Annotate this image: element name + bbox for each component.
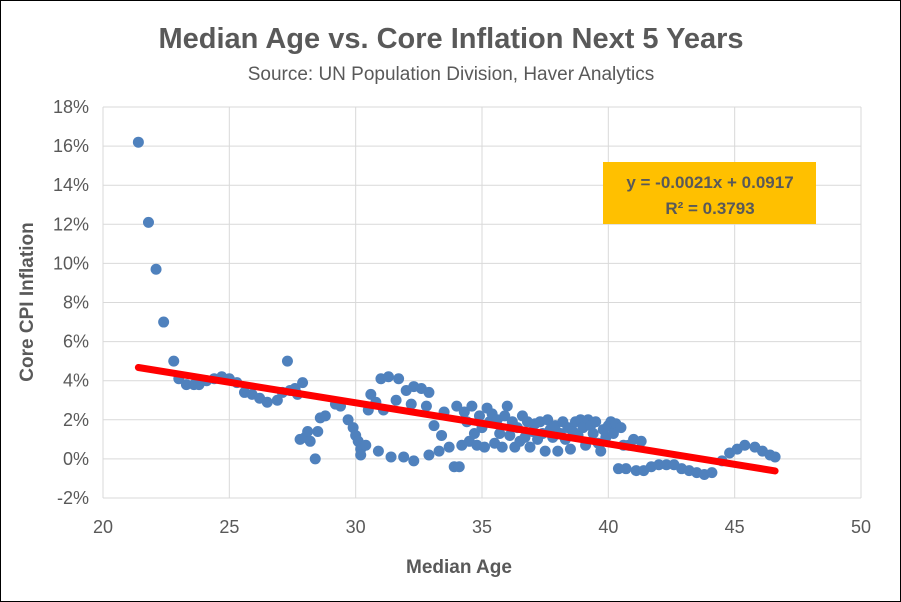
data-point — [398, 451, 410, 463]
data-point — [423, 449, 435, 461]
data-point — [360, 439, 372, 451]
data-point — [595, 445, 607, 457]
data-point — [473, 410, 485, 422]
r-squared-label: R² = 0.3793 — [665, 199, 754, 218]
data-point — [383, 371, 395, 383]
x-tick-label: 20 — [93, 517, 113, 537]
trendline-equation: y = -0.0021x + 0.0917 — [626, 173, 793, 192]
data-point — [552, 445, 564, 457]
data-point — [271, 394, 283, 406]
data-point — [612, 463, 624, 475]
data-point — [769, 451, 781, 463]
data-point — [519, 431, 531, 443]
x-tick-labels: 20 25 30 35 40 45 50 — [93, 517, 871, 537]
data-point — [319, 410, 331, 422]
data-point — [420, 400, 432, 412]
data-point — [428, 420, 440, 432]
data-point — [615, 422, 627, 434]
data-point — [158, 316, 170, 328]
data-point — [496, 441, 508, 453]
y-tick-label: 6% — [63, 332, 89, 352]
data-point — [501, 400, 513, 412]
y-tick-labels: -2% 0% 2% 4% 6% 8% 10% 12% 14% 16% 18% — [53, 97, 89, 508]
y-tick-label: 12% — [53, 214, 89, 234]
data-point — [132, 136, 144, 148]
data-point — [620, 463, 632, 475]
data-point — [408, 455, 420, 467]
x-tick-label: 45 — [725, 517, 745, 537]
data-point — [385, 451, 397, 463]
y-tick-label: -2% — [57, 488, 89, 508]
data-point — [297, 377, 309, 389]
chart-title: Median Age vs. Core Inflation Next 5 Yea… — [158, 23, 743, 55]
data-point — [423, 386, 435, 398]
data-point — [309, 453, 321, 465]
data-point — [499, 410, 511, 422]
data-point — [468, 427, 480, 439]
data-point — [630, 465, 642, 477]
data-point — [180, 379, 192, 391]
data-points — [132, 136, 781, 481]
data-point — [524, 441, 536, 453]
data-point — [653, 459, 665, 471]
data-point — [706, 467, 718, 479]
data-point — [739, 439, 751, 451]
data-point — [150, 263, 162, 275]
x-tick-label: 30 — [346, 517, 366, 537]
data-point — [504, 429, 516, 441]
x-tick-label: 50 — [851, 517, 871, 537]
data-point — [390, 394, 402, 406]
data-point — [302, 426, 314, 438]
data-point — [312, 426, 324, 438]
data-point — [355, 449, 367, 461]
y-tick-label: 4% — [63, 371, 89, 391]
data-point — [365, 388, 377, 400]
data-point — [342, 414, 354, 426]
trendline — [134, 363, 779, 475]
data-point — [453, 461, 465, 473]
y-tick-label: 16% — [53, 136, 89, 156]
data-point — [607, 427, 619, 439]
x-tick-label: 35 — [472, 517, 492, 537]
data-point — [479, 441, 491, 453]
data-point — [393, 373, 405, 385]
data-point — [168, 355, 180, 367]
y-tick-label: 14% — [53, 175, 89, 195]
data-point — [451, 400, 463, 412]
data-point — [436, 429, 448, 441]
data-point — [261, 396, 273, 408]
y-tick-label: 8% — [63, 293, 89, 313]
data-point — [494, 427, 506, 439]
gridlines — [102, 106, 862, 499]
data-point — [564, 443, 576, 455]
data-point — [405, 398, 417, 410]
data-point — [542, 414, 554, 426]
chart-subtitle: Source: UN Population Division, Haver An… — [248, 64, 655, 85]
x-axis-title: Median Age — [406, 557, 512, 578]
data-point — [372, 445, 384, 457]
data-point — [587, 427, 599, 439]
data-point — [660, 459, 672, 471]
equation-box — [603, 162, 816, 224]
data-point — [590, 416, 602, 428]
data-point — [466, 400, 478, 412]
x-tick-label: 40 — [598, 517, 618, 537]
data-point — [304, 435, 316, 447]
data-point — [433, 445, 445, 457]
data-point — [635, 435, 647, 447]
data-point — [142, 216, 154, 228]
y-tick-label: 0% — [63, 449, 89, 469]
data-point — [281, 355, 293, 367]
data-point — [443, 441, 455, 453]
y-tick-label: 2% — [63, 410, 89, 430]
y-axis-title: Core CPI Inflation — [17, 222, 38, 381]
y-tick-label: 10% — [53, 253, 89, 273]
data-point — [539, 445, 551, 457]
y-tick-label: 18% — [53, 97, 89, 117]
x-tick-label: 25 — [219, 517, 239, 537]
data-point — [458, 406, 470, 418]
